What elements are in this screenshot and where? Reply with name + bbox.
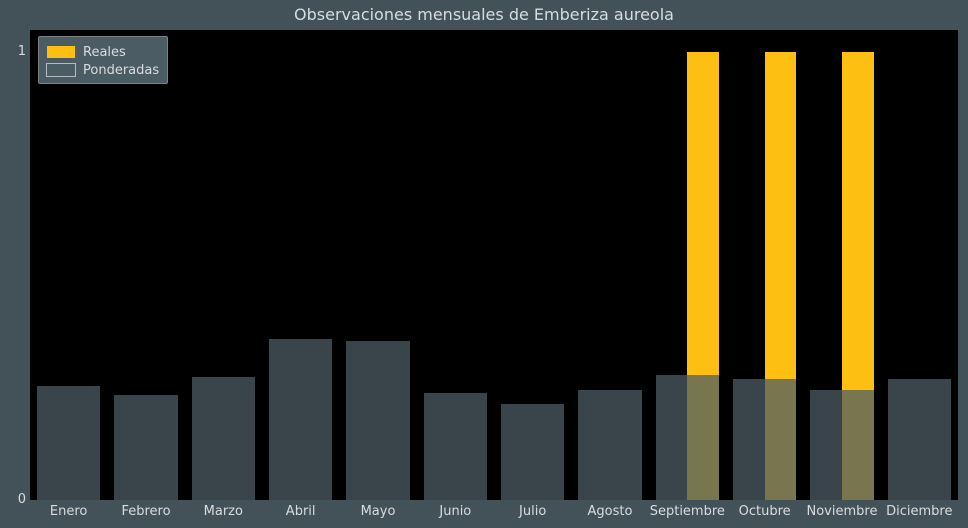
y-tick: 0 <box>6 492 26 507</box>
legend-swatch-ponderadas <box>47 64 75 76</box>
chart-title: Observaciones mensuales de Emberiza aure… <box>0 5 968 24</box>
x-tick: Febrero <box>107 504 184 519</box>
ponderadas-bar <box>346 341 409 500</box>
plot-area <box>30 30 958 500</box>
ponderadas-bar <box>114 395 177 500</box>
ponderadas-bar <box>578 390 641 500</box>
ponderadas-bar <box>192 377 255 500</box>
x-tick: Junio <box>417 504 494 519</box>
legend-label-ponderadas: Ponderadas <box>83 63 159 78</box>
x-tick: Noviembre <box>803 504 880 519</box>
ponderadas-bar <box>501 404 564 500</box>
x-tick: Enero <box>30 504 107 519</box>
x-tick: Agosto <box>571 504 648 519</box>
legend-label-reales: Reales <box>83 45 126 60</box>
x-tick: Diciembre <box>881 504 958 519</box>
x-tick: Abril <box>262 504 339 519</box>
ponderadas-bar <box>733 379 796 500</box>
x-tick: Septiembre <box>649 504 726 519</box>
legend: Reales Ponderadas <box>38 36 168 84</box>
ponderadas-bar <box>269 339 332 500</box>
x-tick: Octubre <box>726 504 803 519</box>
ponderadas-bar <box>810 390 873 500</box>
legend-item-ponderadas: Ponderadas <box>47 61 159 79</box>
legend-swatch-reales <box>47 46 75 58</box>
ponderadas-bar <box>656 375 719 500</box>
figure: Observaciones mensuales de Emberiza aure… <box>0 0 968 528</box>
ponderadas-bar <box>888 379 951 500</box>
x-tick: Marzo <box>185 504 262 519</box>
y-tick: 1 <box>6 44 26 59</box>
ponderadas-bar <box>37 386 100 500</box>
x-tick: Mayo <box>339 504 416 519</box>
ponderadas-bar <box>424 393 487 500</box>
legend-item-reales: Reales <box>47 43 159 61</box>
x-tick: Julio <box>494 504 571 519</box>
